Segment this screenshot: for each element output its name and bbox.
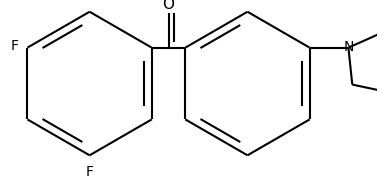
Text: F: F: [11, 39, 19, 53]
Text: O: O: [163, 0, 174, 12]
Text: N: N: [343, 40, 354, 54]
Text: F: F: [86, 165, 93, 178]
